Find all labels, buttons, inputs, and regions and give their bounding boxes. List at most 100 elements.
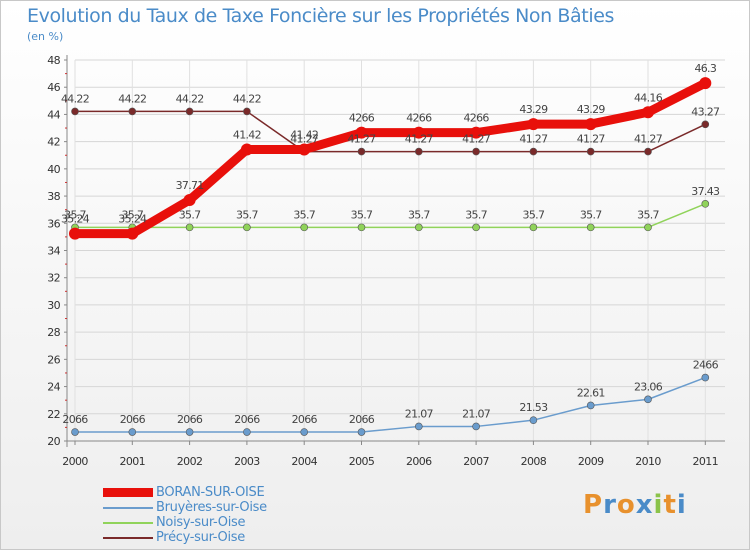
legend-label-bruyeres: Bruyères-sur-Oise xyxy=(156,500,267,515)
legend-swatch-noisy xyxy=(103,521,153,524)
data-point-precy xyxy=(71,107,79,116)
data-label-precy: 41.27 xyxy=(348,133,377,146)
data-point-precy xyxy=(472,147,480,156)
data-label-precy: 41.27 xyxy=(577,133,606,146)
data-label-boran: 35.24 xyxy=(118,213,147,226)
data-label-bruyeres: 21.07 xyxy=(462,407,491,420)
y-tick-label: 28 xyxy=(47,326,60,339)
data-label-boran: 35.24 xyxy=(61,213,90,226)
data-point-boran xyxy=(470,126,483,139)
x-tick-label: 2006 xyxy=(406,455,432,468)
data-point-noisy xyxy=(701,200,710,208)
data-point-precy xyxy=(586,147,595,156)
data-label-bruyeres: 2066 xyxy=(349,413,375,426)
data-point-boran xyxy=(69,227,81,240)
data-label-precy: 44.22 xyxy=(118,92,146,105)
data-point-bruyeres xyxy=(529,416,538,424)
y-tick-label: 22 xyxy=(47,408,60,421)
data-point-bruyeres xyxy=(357,428,366,436)
data-label-bruyeres: 2066 xyxy=(62,413,88,426)
legend-item-bruyeres: Bruyères-sur-Oise xyxy=(103,500,267,515)
data-label-bruyeres: 2066 xyxy=(234,413,260,426)
data-label-bruyeres: 2466 xyxy=(693,359,719,372)
data-point-noisy xyxy=(243,223,251,232)
data-label-boran: 44.16 xyxy=(634,91,663,104)
data-label-noisy: 35.7 xyxy=(121,208,143,221)
legend-item-noisy: Noisy-sur-Oise xyxy=(103,515,267,530)
y-tick-label: 42 xyxy=(47,136,60,149)
data-label-noisy: 35.7 xyxy=(637,208,659,221)
data-label-noisy: 35.7 xyxy=(293,208,315,221)
y-tick-label: 46 xyxy=(47,81,60,94)
data-label-precy: 44.22 xyxy=(233,92,261,105)
legend-swatch-bruyeres xyxy=(103,506,153,509)
x-tick-label: 2000 xyxy=(62,455,88,468)
legend-label-noisy: Noisy-sur-Oise xyxy=(156,515,246,530)
legend-swatch-precy xyxy=(103,536,153,539)
data-label-boran: 41.42 xyxy=(290,129,318,142)
x-tick-label: 2001 xyxy=(119,455,145,468)
data-point-noisy xyxy=(586,223,595,232)
data-point-boran xyxy=(584,118,597,131)
data-point-noisy xyxy=(472,223,480,232)
data-label-bruyeres: 21.07 xyxy=(405,407,434,420)
data-point-boran xyxy=(527,118,540,131)
series-line-boran xyxy=(70,78,710,239)
data-label-boran: 4266 xyxy=(349,112,375,125)
data-label-noisy: 35.7 xyxy=(64,208,86,221)
data-point-noisy xyxy=(357,223,366,232)
x-tick-label: 2007 xyxy=(463,455,489,468)
data-point-noisy xyxy=(414,223,423,232)
data-point-noisy xyxy=(529,223,538,232)
data-point-bruyeres xyxy=(472,422,480,431)
data-point-boran xyxy=(298,143,311,156)
data-point-boran xyxy=(642,106,654,119)
y-tick-label: 38 xyxy=(47,190,60,203)
y-tick-label: 32 xyxy=(47,272,60,285)
series-line-noisy xyxy=(74,203,707,229)
data-point-boran xyxy=(240,143,253,156)
x-tick-label: 2010 xyxy=(635,455,661,468)
data-point-boran xyxy=(699,77,712,90)
legend-swatch-boran xyxy=(103,488,153,497)
y-tick-label: 26 xyxy=(47,353,60,366)
data-label-noisy: 35.7 xyxy=(408,208,430,221)
y-tick-label: 44 xyxy=(47,108,60,121)
data-point-precy xyxy=(243,107,251,116)
legend-label-precy: Précy-sur-Oise xyxy=(156,530,245,545)
chart-title: Evolution du Taux de Taxe Foncière sur l… xyxy=(27,5,615,27)
data-point-bruyeres xyxy=(243,428,251,436)
data-label-precy: 43.27 xyxy=(691,105,720,118)
data-label-noisy: 35.7 xyxy=(523,208,545,221)
chart-subtitle: (en %) xyxy=(27,30,64,43)
x-tick-label: 2011 xyxy=(692,455,718,468)
legend-item-boran: BORAN-SUR-OISE xyxy=(103,485,267,500)
data-point-boran xyxy=(126,227,139,240)
series-line-precy xyxy=(74,110,707,153)
y-tick-label: 30 xyxy=(47,299,60,312)
data-point-bruyeres xyxy=(128,428,137,436)
y-tick-label: 24 xyxy=(47,381,60,394)
chart-legend: BORAN-SUR-OISE Bruyères-sur-Oise Noisy-s… xyxy=(103,485,267,545)
data-label-boran: 41.42 xyxy=(233,129,261,142)
data-label-boran: 43.29 xyxy=(577,103,606,116)
data-label-boran: 4266 xyxy=(463,112,489,125)
data-point-boran xyxy=(355,126,368,139)
data-label-bruyeres: 21.53 xyxy=(519,401,548,414)
data-label-boran: 43.29 xyxy=(519,103,548,116)
x-tick-label: 2005 xyxy=(349,455,375,468)
series-line-bruyeres xyxy=(74,376,707,433)
data-point-precy xyxy=(128,107,137,116)
data-label-bruyeres: 23.06 xyxy=(634,380,663,393)
logo-letter: o xyxy=(616,490,636,520)
logo-letter: x xyxy=(635,490,654,520)
x-tick-label: 2004 xyxy=(291,455,317,468)
logo-letter: r xyxy=(603,490,617,520)
data-point-bruyeres xyxy=(586,401,595,410)
data-point-boran xyxy=(183,194,196,207)
logo-letter: P xyxy=(583,490,604,520)
y-tick-label: 36 xyxy=(47,217,60,230)
y-tick-label: 40 xyxy=(47,163,60,176)
data-label-bruyeres: 2066 xyxy=(177,413,203,426)
